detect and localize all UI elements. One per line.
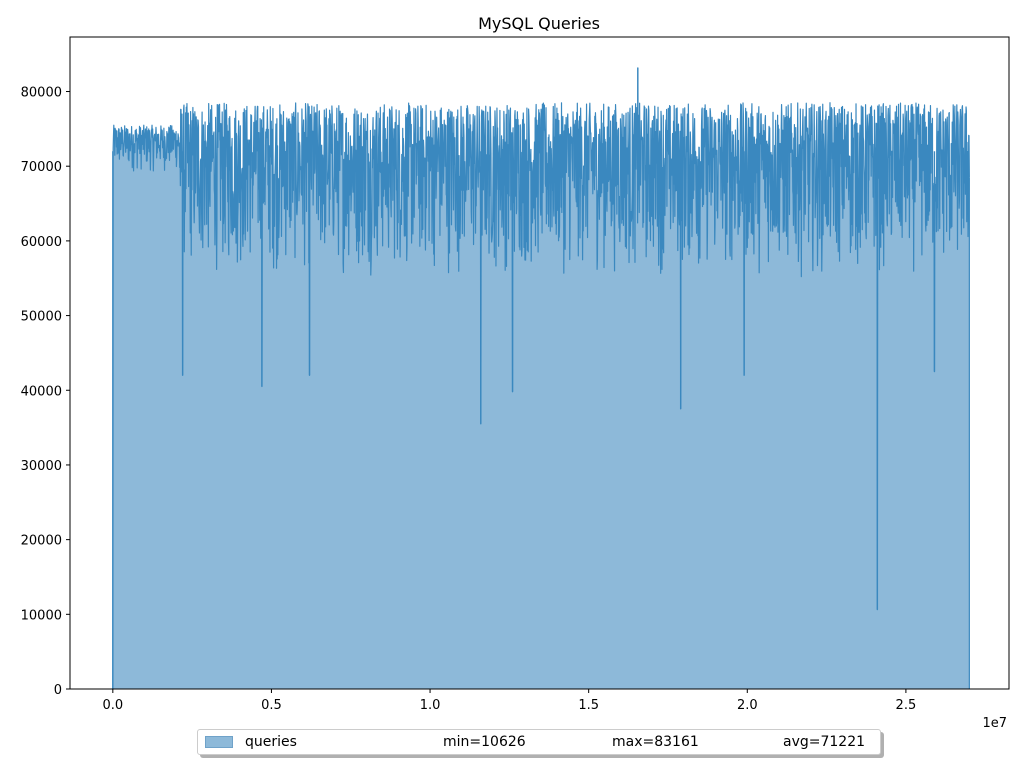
y-tick-label: 0 [54,683,62,698]
plot-area [112,67,970,689]
x-tick-label: 1.5 [578,698,599,713]
legend-stat-avg: avg=71221 [783,734,866,750]
y-tick-label: 20000 [21,534,62,549]
y-tick-label: 30000 [21,459,62,474]
series-line-queries [112,67,970,689]
y-tick-label: 80000 [21,86,62,101]
x-tick-label: 2.0 [737,698,758,713]
x-axis-scale-label: 1e7 [982,716,1007,731]
legend: queries min=10626 max=83161 avg=71221 [197,729,881,755]
x-tick-label: 0.0 [102,698,123,713]
chart-title: MySQL Queries [478,14,600,33]
y-tick-label: 40000 [21,384,62,399]
legend-stat-min: min=10626 [443,734,526,750]
x-tick-label: 0.5 [261,698,282,713]
plot-frame [69,36,1010,690]
y-tick-label: 60000 [21,235,62,250]
series-area-queries [112,67,970,689]
x-tick-label: 1.0 [420,698,441,713]
legend-swatch-queries [205,736,233,748]
y-tick-label: 70000 [21,160,62,175]
y-tick-label: 50000 [21,310,62,325]
y-tick-label: 10000 [21,608,62,623]
x-axis: 0.0 0.5 1.0 1.5 2.0 2.5 [102,689,916,713]
legend-label-queries: queries [245,734,297,750]
x-tick-label: 2.5 [896,698,917,713]
y-axis: 0 10000 20000 30000 40000 50000 60000 70000 8000… [21,86,70,698]
legend-stat-max: max=83161 [612,734,699,750]
